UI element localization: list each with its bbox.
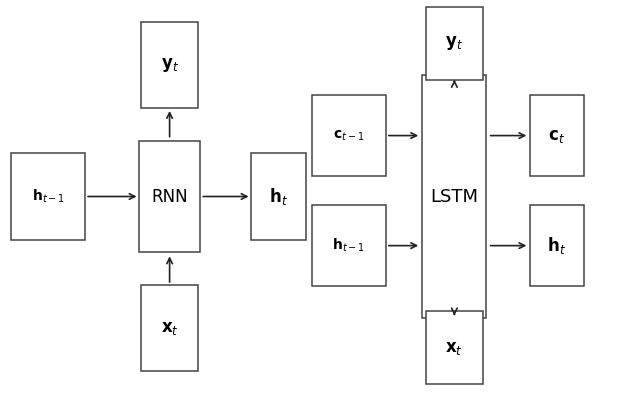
Text: $\mathbf{y}_t$: $\mathbf{y}_t$: [161, 56, 179, 74]
Bar: [252, 153, 306, 240]
Bar: [11, 153, 85, 240]
Bar: [141, 22, 198, 108]
Text: $\mathbf{c}_t$: $\mathbf{c}_t$: [548, 127, 565, 145]
Text: $\mathbf{h}_{t-1}$: $\mathbf{h}_{t-1}$: [31, 188, 65, 205]
Text: $\mathbf{c}_{t-1}$: $\mathbf{c}_{t-1}$: [333, 129, 364, 143]
Text: $\mathbf{h}_{t-1}$: $\mathbf{h}_{t-1}$: [332, 237, 365, 254]
Bar: [530, 95, 584, 176]
Text: LSTM: LSTM: [430, 187, 479, 206]
Bar: [426, 311, 483, 384]
Text: RNN: RNN: [151, 187, 188, 206]
Text: $\mathbf{x}_t$: $\mathbf{x}_t$: [445, 339, 463, 357]
Text: $\mathbf{h}_t$: $\mathbf{h}_t$: [547, 235, 566, 256]
Bar: [426, 7, 483, 79]
Bar: [312, 95, 385, 176]
Bar: [422, 75, 486, 318]
Text: $\mathbf{x}_t$: $\mathbf{x}_t$: [161, 319, 179, 337]
Bar: [141, 285, 198, 371]
Text: $\mathbf{h}_t$: $\mathbf{h}_t$: [269, 186, 288, 207]
Bar: [140, 141, 200, 252]
Text: $\mathbf{y}_t$: $\mathbf{y}_t$: [445, 34, 463, 52]
Bar: [530, 205, 584, 286]
Bar: [312, 205, 385, 286]
